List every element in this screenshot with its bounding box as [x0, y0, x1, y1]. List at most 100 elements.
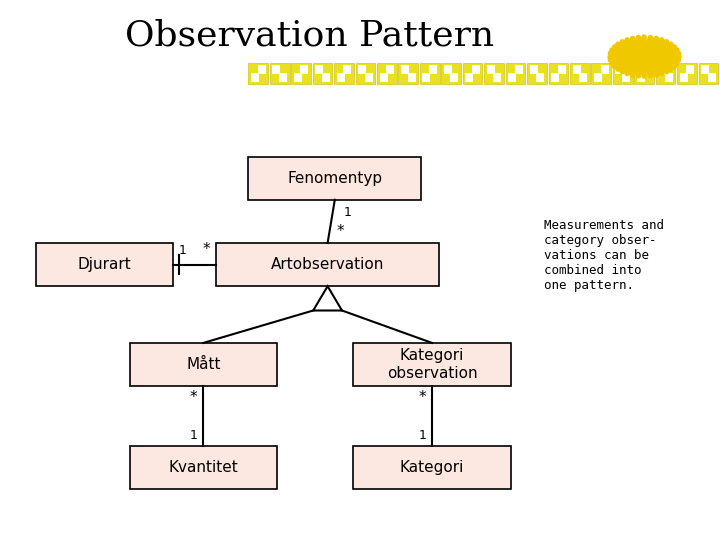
FancyBboxPatch shape: [688, 75, 694, 82]
FancyBboxPatch shape: [634, 63, 654, 84]
FancyBboxPatch shape: [508, 65, 523, 82]
Circle shape: [631, 47, 657, 66]
FancyBboxPatch shape: [358, 65, 373, 82]
FancyBboxPatch shape: [130, 343, 277, 386]
FancyBboxPatch shape: [487, 65, 501, 82]
FancyBboxPatch shape: [302, 75, 308, 82]
Text: *: *: [336, 224, 344, 239]
FancyBboxPatch shape: [356, 63, 375, 84]
FancyBboxPatch shape: [444, 75, 451, 82]
FancyBboxPatch shape: [677, 63, 697, 84]
FancyBboxPatch shape: [431, 75, 437, 82]
FancyBboxPatch shape: [441, 63, 461, 84]
FancyBboxPatch shape: [505, 63, 526, 84]
FancyBboxPatch shape: [594, 65, 600, 72]
FancyBboxPatch shape: [463, 63, 482, 84]
FancyBboxPatch shape: [709, 65, 716, 72]
Text: Fenomentyp: Fenomentyp: [287, 171, 382, 186]
FancyBboxPatch shape: [570, 63, 590, 84]
Text: Kategori: Kategori: [400, 460, 464, 475]
Text: 1: 1: [343, 206, 351, 219]
FancyBboxPatch shape: [551, 65, 558, 72]
FancyBboxPatch shape: [613, 63, 633, 84]
FancyBboxPatch shape: [248, 157, 421, 200]
FancyBboxPatch shape: [315, 65, 330, 82]
FancyBboxPatch shape: [423, 65, 429, 72]
FancyBboxPatch shape: [465, 65, 480, 82]
FancyBboxPatch shape: [251, 65, 266, 82]
FancyBboxPatch shape: [315, 75, 322, 82]
FancyBboxPatch shape: [358, 75, 365, 82]
FancyBboxPatch shape: [602, 75, 608, 82]
Text: *: *: [418, 390, 426, 406]
FancyBboxPatch shape: [312, 63, 333, 84]
FancyBboxPatch shape: [551, 65, 566, 82]
FancyBboxPatch shape: [379, 65, 386, 72]
Text: 1: 1: [418, 429, 426, 442]
FancyBboxPatch shape: [484, 63, 504, 84]
FancyBboxPatch shape: [559, 75, 566, 82]
Text: Mått: Mått: [186, 357, 220, 372]
FancyBboxPatch shape: [656, 63, 675, 84]
FancyBboxPatch shape: [294, 65, 308, 82]
FancyBboxPatch shape: [473, 75, 480, 82]
FancyBboxPatch shape: [538, 65, 544, 72]
FancyBboxPatch shape: [353, 446, 511, 489]
FancyBboxPatch shape: [280, 65, 287, 72]
FancyBboxPatch shape: [594, 65, 608, 82]
Text: 1: 1: [179, 244, 186, 257]
FancyBboxPatch shape: [680, 65, 694, 82]
Polygon shape: [313, 286, 342, 310]
FancyBboxPatch shape: [334, 63, 354, 84]
FancyBboxPatch shape: [272, 75, 279, 82]
FancyBboxPatch shape: [353, 343, 511, 386]
FancyBboxPatch shape: [701, 65, 716, 82]
FancyBboxPatch shape: [294, 65, 300, 72]
FancyBboxPatch shape: [270, 63, 289, 84]
FancyBboxPatch shape: [698, 63, 719, 84]
FancyBboxPatch shape: [409, 65, 415, 72]
FancyBboxPatch shape: [379, 65, 394, 82]
FancyBboxPatch shape: [444, 65, 459, 82]
FancyBboxPatch shape: [130, 446, 277, 489]
FancyBboxPatch shape: [377, 63, 397, 84]
FancyBboxPatch shape: [251, 65, 258, 72]
FancyBboxPatch shape: [487, 75, 493, 82]
FancyBboxPatch shape: [398, 63, 418, 84]
FancyBboxPatch shape: [401, 75, 408, 82]
FancyBboxPatch shape: [616, 75, 622, 82]
FancyBboxPatch shape: [616, 65, 630, 82]
FancyBboxPatch shape: [272, 65, 287, 82]
FancyBboxPatch shape: [666, 65, 673, 72]
Text: *: *: [202, 242, 210, 257]
FancyBboxPatch shape: [527, 63, 546, 84]
FancyBboxPatch shape: [580, 65, 587, 72]
Text: Kvantitet: Kvantitet: [168, 460, 238, 475]
Text: Artobservation: Artobservation: [271, 257, 384, 272]
FancyBboxPatch shape: [658, 65, 673, 82]
Text: Observation Pattern: Observation Pattern: [125, 19, 494, 53]
Text: *: *: [190, 390, 197, 406]
FancyBboxPatch shape: [572, 75, 579, 82]
FancyBboxPatch shape: [508, 65, 515, 72]
FancyBboxPatch shape: [423, 65, 437, 82]
FancyBboxPatch shape: [366, 65, 373, 72]
FancyBboxPatch shape: [465, 65, 472, 72]
FancyBboxPatch shape: [549, 63, 568, 84]
FancyBboxPatch shape: [401, 65, 415, 82]
FancyBboxPatch shape: [420, 63, 440, 84]
FancyBboxPatch shape: [530, 75, 536, 82]
FancyBboxPatch shape: [701, 75, 708, 82]
Text: Measurements and
category obser-
vations can be
combined into
one pattern.: Measurements and category obser- vations…: [544, 219, 664, 292]
FancyBboxPatch shape: [337, 65, 343, 72]
FancyBboxPatch shape: [636, 65, 652, 82]
FancyBboxPatch shape: [259, 75, 266, 82]
FancyBboxPatch shape: [452, 65, 459, 72]
FancyBboxPatch shape: [323, 65, 330, 72]
Text: 1: 1: [190, 429, 197, 442]
FancyBboxPatch shape: [624, 65, 630, 72]
FancyBboxPatch shape: [591, 63, 611, 84]
FancyBboxPatch shape: [292, 63, 311, 84]
Text: Djurart: Djurart: [78, 257, 131, 272]
FancyBboxPatch shape: [636, 65, 644, 72]
